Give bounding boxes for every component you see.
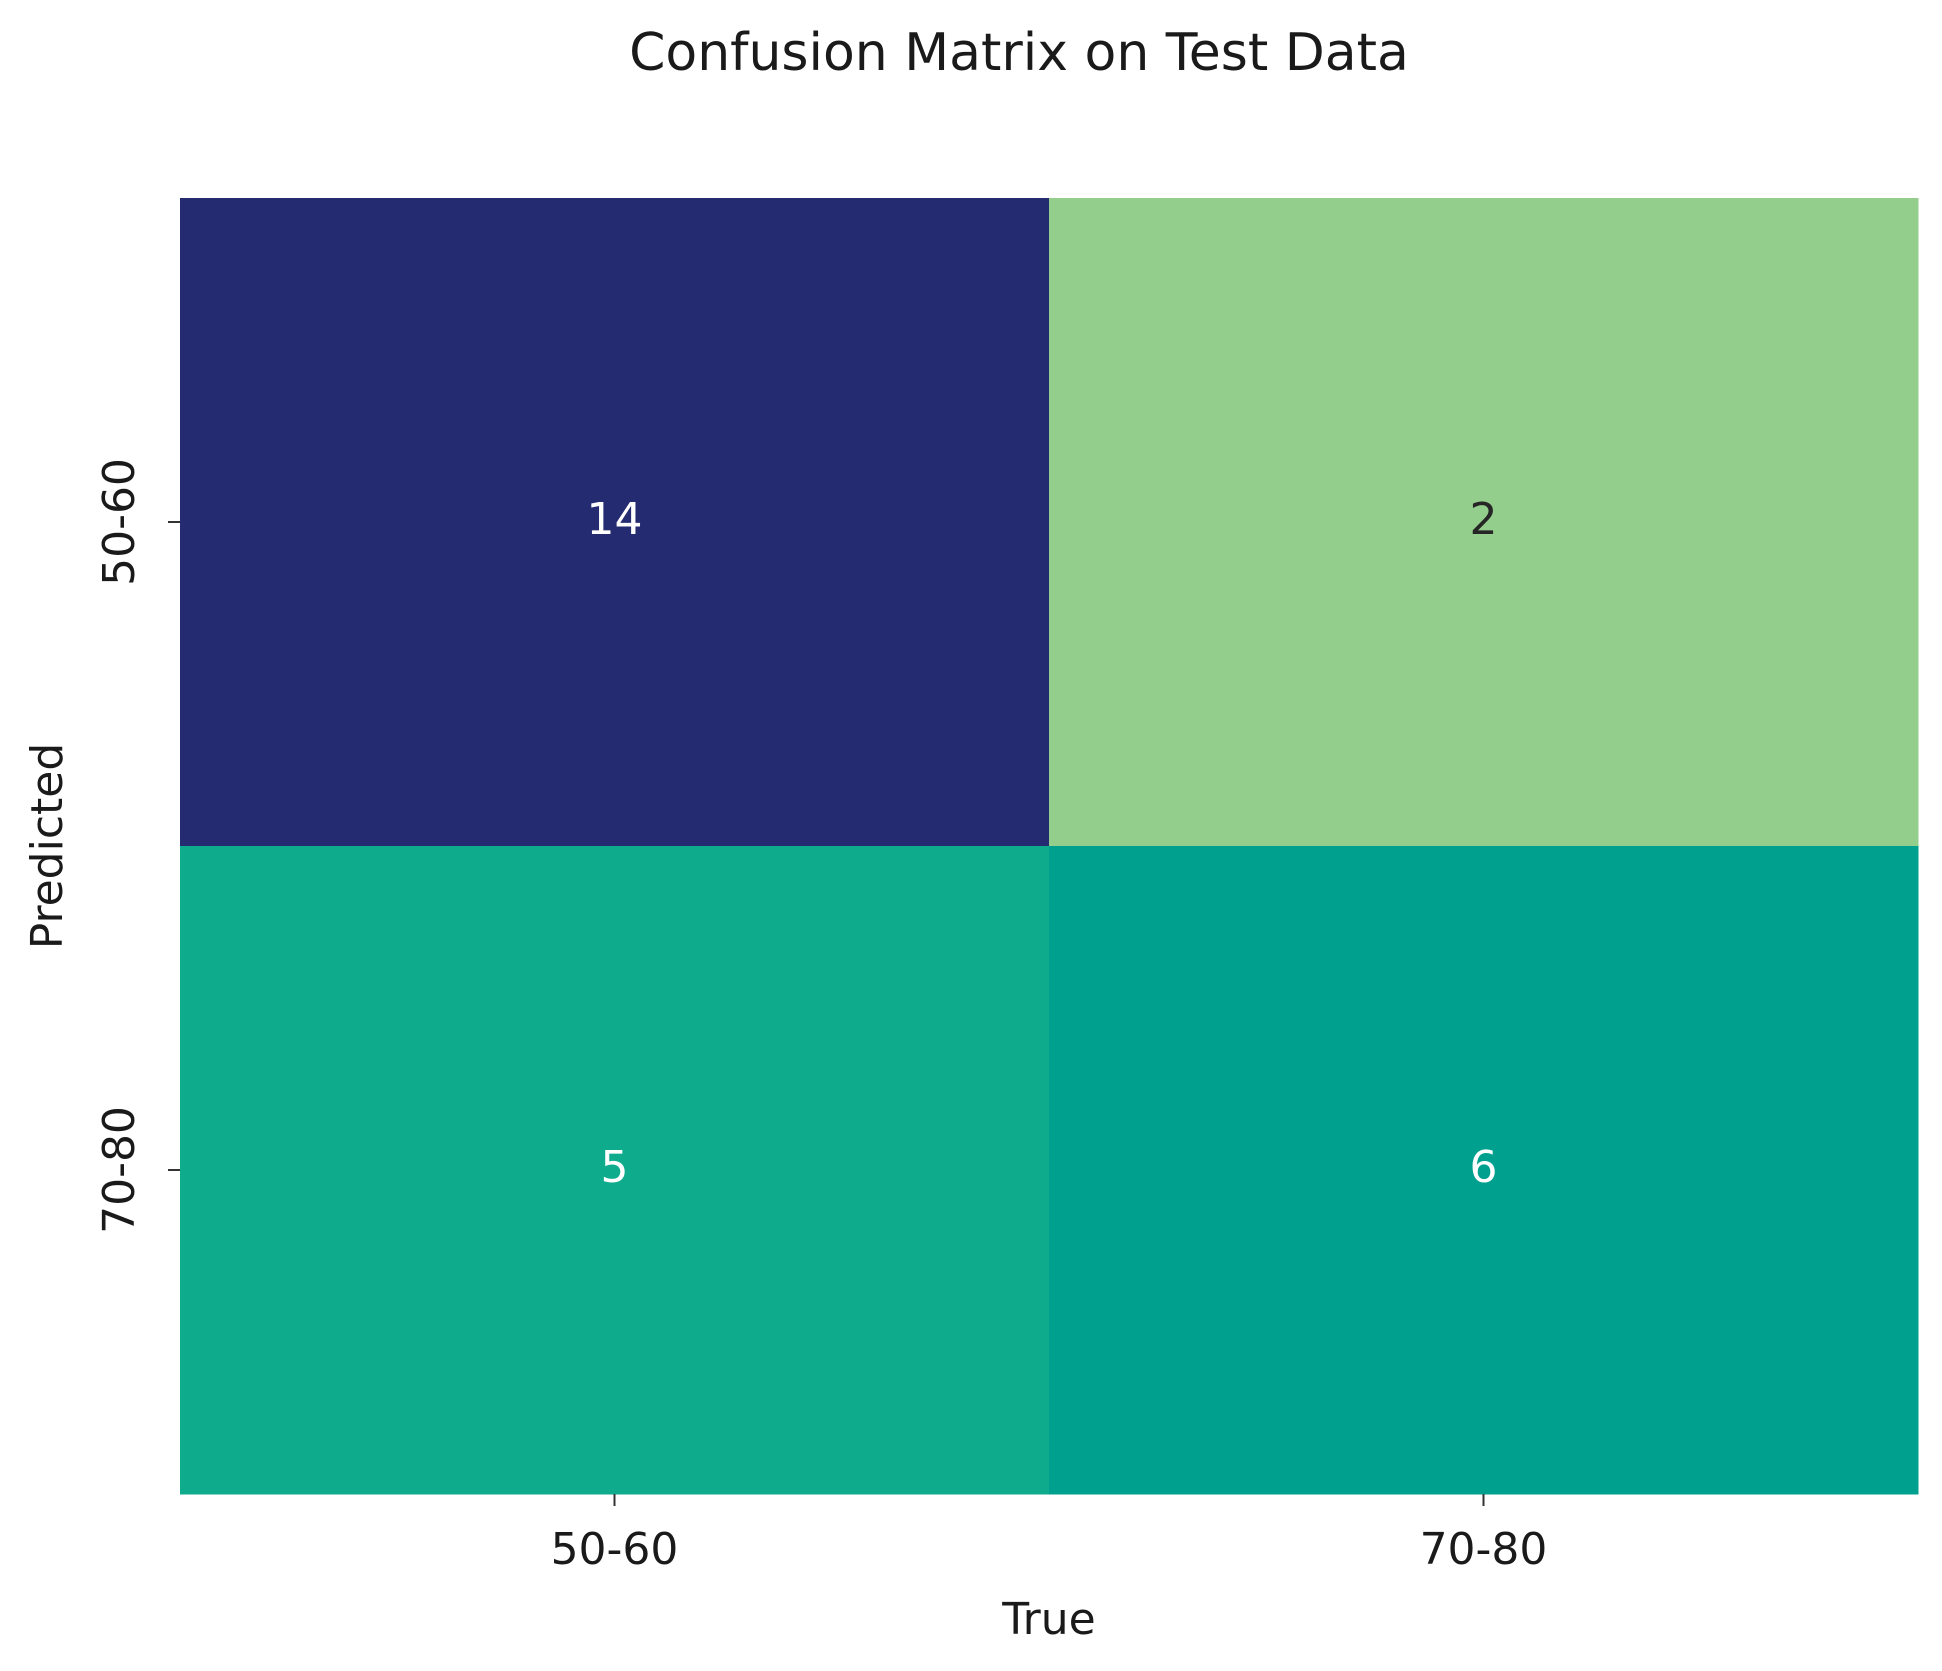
- cell-value-label: 2: [1470, 494, 1498, 545]
- cell-value-label: 5: [601, 1142, 629, 1193]
- heatmap-cell: [1049, 198, 1919, 847]
- y-tick-label: 70-80: [94, 1106, 145, 1234]
- x-axis-label: True: [1001, 1594, 1095, 1645]
- heatmap-cell: [180, 846, 1050, 1495]
- y-axis-label: Predicted: [22, 743, 73, 950]
- x-tick-label: 50-60: [551, 1524, 679, 1575]
- heatmap-cell: [180, 198, 1050, 847]
- y-tick-label: 50-60: [94, 458, 145, 586]
- heatmap-cell: [1049, 846, 1919, 1495]
- cell-value-label: 14: [587, 494, 643, 545]
- chart-title: Confusion Matrix on Test Data: [629, 23, 1409, 83]
- x-tick-label: 70-80: [1420, 1524, 1548, 1575]
- cell-value-label: 6: [1470, 1142, 1498, 1193]
